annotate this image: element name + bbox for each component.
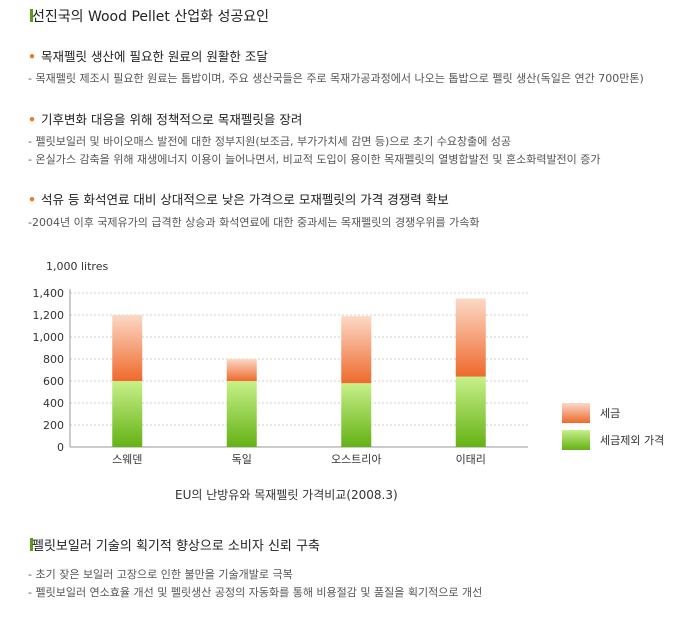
bullet-dot-icon: • <box>28 49 36 64</box>
y-tick-label: 1,000 <box>33 331 65 344</box>
bar-segment <box>341 316 372 384</box>
bottom-line-1: - 초기 잦은 보일러 고장으로 인한 불만을 기술개발로 극복 <box>28 568 293 581</box>
section-1-line-1: - 목재펠릿 제조시 필요한 원료는 톱밥이며, 주요 생산국들은 주로 목재가… <box>28 72 644 85</box>
y-tick-label: 600 <box>43 375 64 388</box>
bottom-accent-bar <box>30 538 33 551</box>
chart-svg: 1,000 litres 0 200 400 600 800 1,000 1,200 1,400… <box>33 260 665 466</box>
legend-label: 세금제외 가격 <box>600 434 664 447</box>
legend-swatch <box>562 403 590 423</box>
x-tick-label: 오스트리아 <box>331 453 382 466</box>
y-tick-label: 200 <box>43 419 64 432</box>
x-tick-label: 독일 <box>232 452 252 466</box>
bullet-dot-icon: • <box>28 192 36 207</box>
section-3-line-1: -2004년 이후 국제유가의 급격한 상승과 화석연료에 대한 중과세는 목재… <box>28 216 480 229</box>
x-tick-label: 이태리 <box>456 453 486 466</box>
chart-caption: EU의 난방유와 목재펠릿 가격비교(2008.3) <box>175 488 398 502</box>
bar-segment <box>112 315 143 381</box>
bottom-title: 펠릿보일러 기술의 획기적 향상으로 소비자 신뢰 구축 <box>32 539 320 554</box>
bar-segment <box>455 376 486 447</box>
bar-segment <box>455 298 486 377</box>
y-tick-label: 800 <box>43 353 64 366</box>
page-title: 선진국의 Wood Pellet 산업화 성공요인 <box>32 9 269 25</box>
x-tick-label: 스웨덴 <box>112 453 142 466</box>
bar-segment <box>341 383 372 447</box>
y-tick-label: 400 <box>43 397 64 410</box>
bar-segment <box>112 381 143 447</box>
section-2-heading: • 기후변화 대응을 위해 정책적으로 목재펠릿을 장려 <box>28 109 302 128</box>
legend-swatch <box>562 430 590 450</box>
legend-label: 세금 <box>600 407 620 420</box>
bottom-line-2: - 펠릿보일러 연소효율 개선 및 펠릿생산 공정의 자동화를 통해 비용절감 … <box>28 586 483 599</box>
section-1-heading: • 목재펠릿 생산에 필요한 원료의 원활한 조달 <box>28 46 268 65</box>
y-tick-label: 1,200 <box>33 309 65 322</box>
heading-accent-bar <box>30 9 33 22</box>
bar-segment <box>226 359 257 381</box>
section-1-title: 목재펠릿 생산에 필요한 원료의 원활한 조달 <box>41 49 268 64</box>
y-tick-label: 1,400 <box>33 287 65 300</box>
y-tick-label: 0 <box>57 441 64 454</box>
chart-unit-label: 1,000 litres <box>46 260 108 273</box>
section-2-title: 기후변화 대응을 위해 정책적으로 목재펠릿을 장려 <box>41 112 303 127</box>
price-comparison-chart: 1,000 litres 0 200 400 600 800 1,000 1,200 1,400… <box>0 250 694 500</box>
section-2-line-1: - 펠릿보일러 및 바이오매스 발전에 대한 정부지원(보조금, 부가가치세 감… <box>28 135 512 148</box>
section-2-line-2: - 온실가스 감축을 위해 재생에너지 이용이 늘어나면서, 비교적 도입이 용… <box>28 153 601 166</box>
bar-segment <box>226 381 257 447</box>
section-3-heading: • 석유 등 화석연료 대비 상대적으로 낮은 가격으로 모재펠릿의 가격 경쟁력… <box>28 189 449 208</box>
section-3-title: 석유 등 화석연료 대비 상대적으로 낮은 가격으로 모재펠릿의 가격 경쟁력 … <box>41 192 449 207</box>
bullet-dot-icon: • <box>28 112 36 127</box>
